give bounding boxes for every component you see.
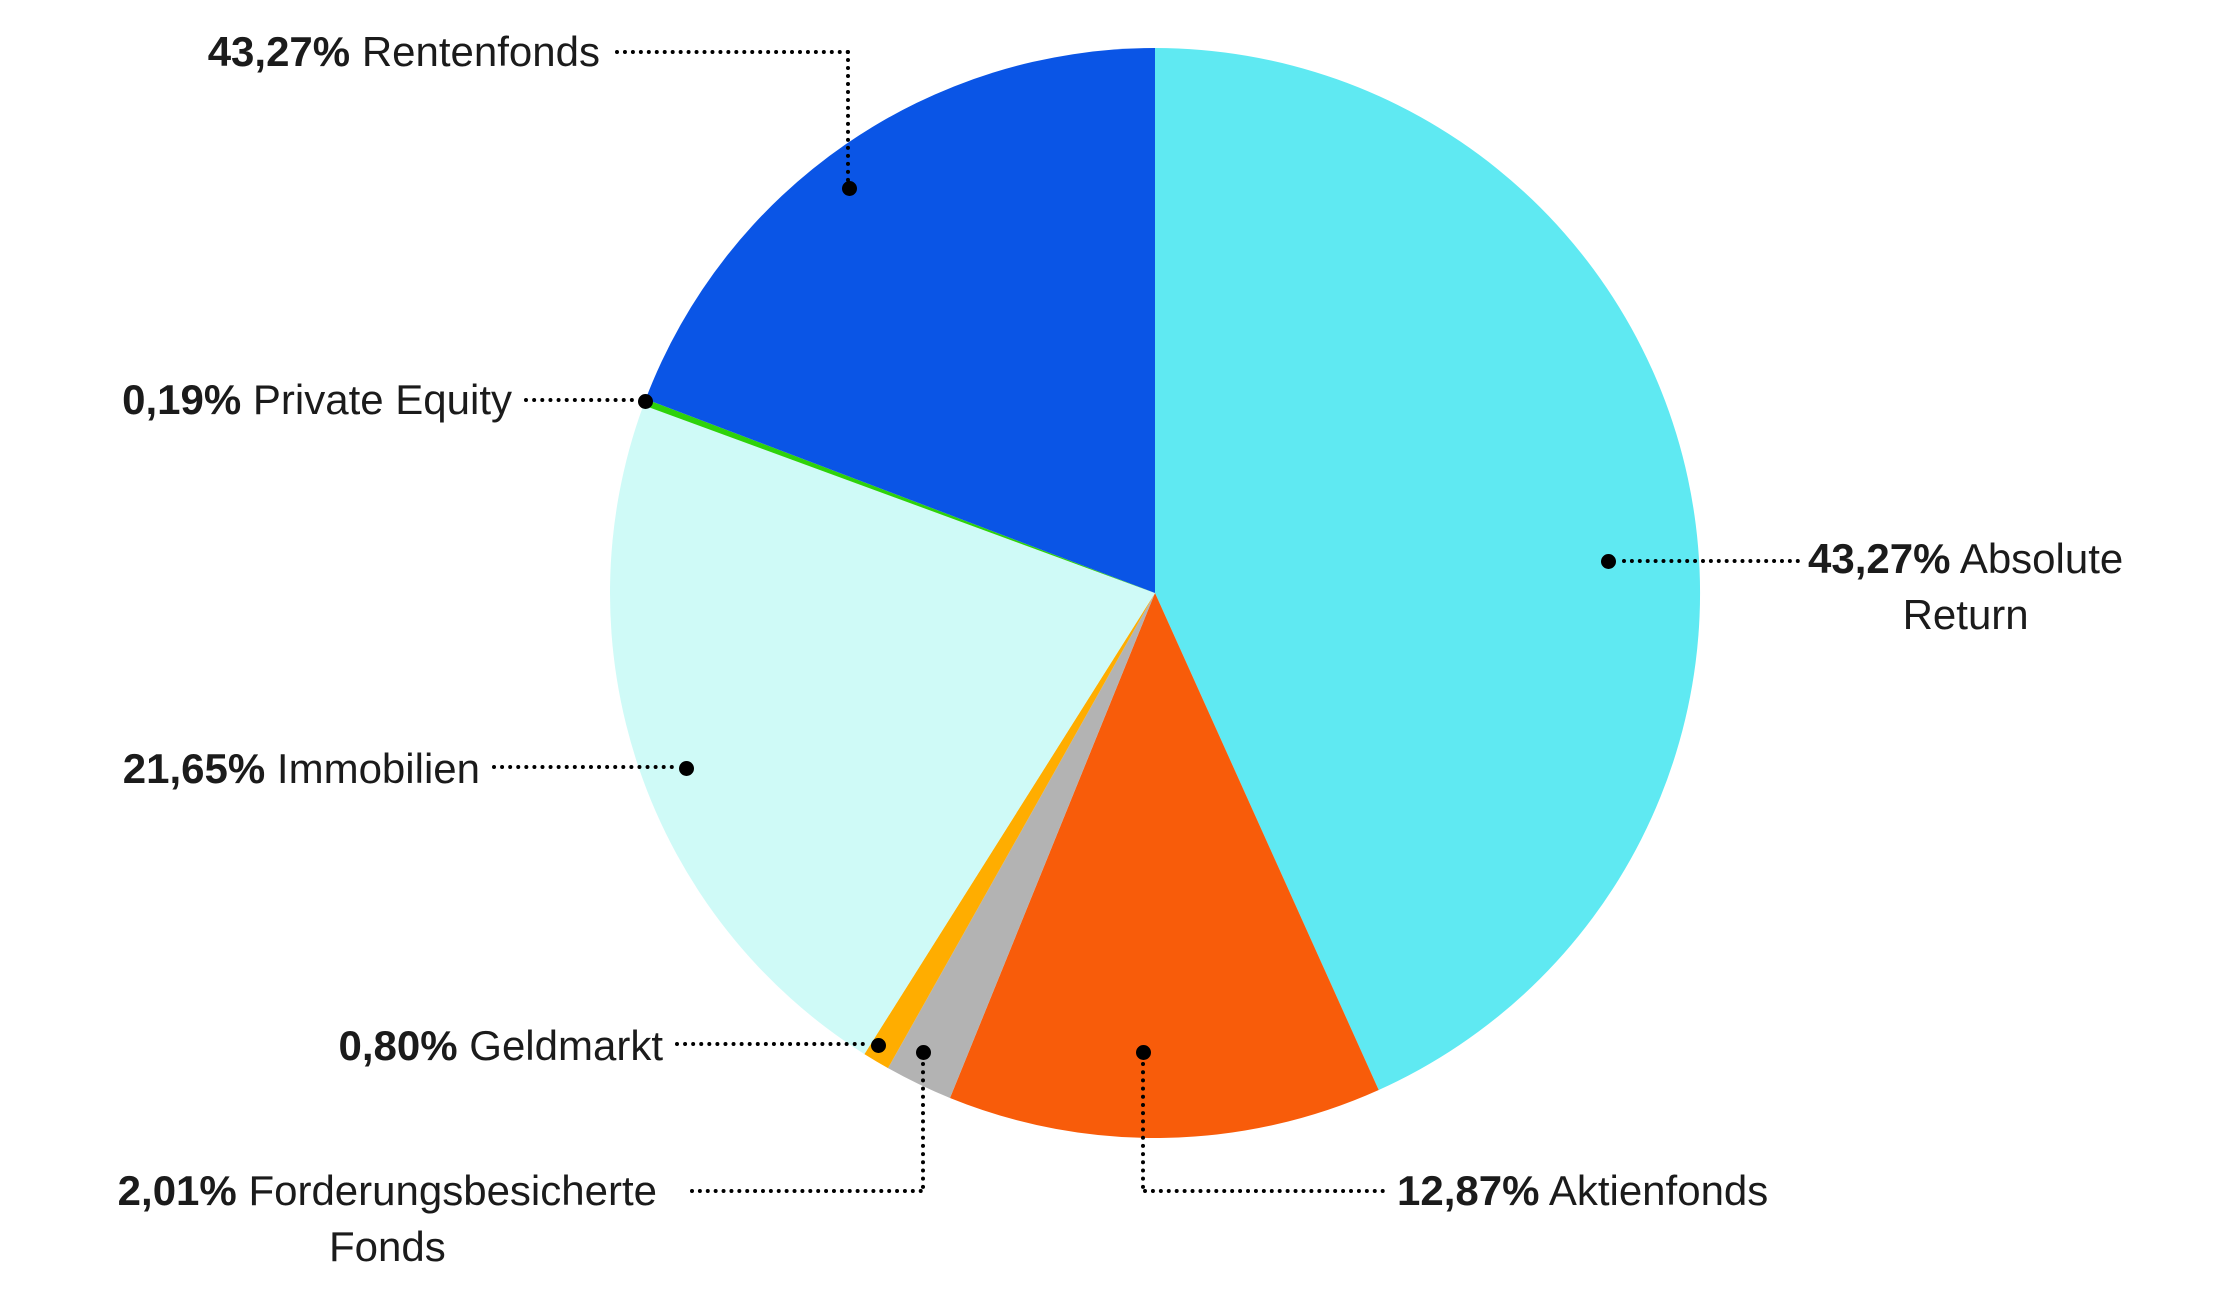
leader-line-geldmarkt: [675, 1042, 865, 1046]
callout-dot-absolute-return: [1601, 554, 1616, 569]
callout-dot-aktienfonds: [1136, 1045, 1151, 1060]
pie-slice-geldmarkt: [864, 593, 1155, 1069]
label-aktienfonds-name: Aktienfonds: [1548, 1167, 1769, 1214]
label-aktienfonds: 12,87% Aktienfonds: [1397, 1165, 1768, 1217]
label-immobilien-name: Immobilien: [276, 745, 480, 792]
label-rentenfonds: 43,27% Rentenfonds: [208, 26, 600, 78]
pie-slice-immobilien: [610, 405, 1155, 1055]
pie-slice-rentenfonds: [645, 48, 1155, 593]
pie-slice-absolute-return: [1155, 47, 1701, 1090]
pie-slice-aktienfonds: [950, 593, 1379, 1139]
leader-line-absolute-return: [1622, 559, 1800, 563]
label-geldmarkt: 0,80% Geldmarkt: [339, 1020, 663, 1072]
leader-line-aktienfonds-h: [1143, 1189, 1385, 1193]
label-forderungsbesicherte-value: 2,01%: [117, 1167, 237, 1214]
label-rentenfonds-name: Rentenfonds: [361, 28, 600, 75]
label-absolute-return: 43,27% Absolute Return: [1808, 531, 2123, 643]
label-geldmarkt-value: 0,80%: [338, 1022, 458, 1069]
label-absolute-return-name: Absolute: [1959, 535, 2124, 582]
label-rentenfonds-value: 43,27%: [207, 28, 351, 75]
label-private-equity-value: 0,19%: [122, 376, 242, 423]
callout-dot-geldmarkt: [871, 1038, 886, 1053]
label-forderungsbesicherte-fonds: 2,01% Forderungsbesicherte Fonds: [118, 1163, 657, 1275]
label-absolute-return-name-2: Return: [1902, 591, 2029, 638]
leader-line-rentenfonds-v: [846, 50, 850, 182]
leader-line-forderungsbesicherte-v: [921, 1062, 925, 1189]
leader-line-forderungsbesicherte-h: [690, 1189, 923, 1193]
callout-dot-forderungsbesicherte: [916, 1045, 931, 1060]
leader-line-rentenfonds-h: [615, 50, 850, 54]
callout-dot-rentenfonds: [842, 181, 857, 196]
label-geldmarkt-name: Geldmarkt: [469, 1022, 663, 1069]
label-absolute-return-value: 43,27%: [1808, 535, 1951, 582]
leader-line-private-equity: [524, 398, 634, 402]
label-private-equity-name: Private Equity: [252, 376, 512, 423]
callout-dot-immobilien: [679, 761, 694, 776]
label-aktienfonds-value: 12,87%: [1397, 1167, 1540, 1214]
label-immobilien: 21,65% Immobilien: [123, 743, 480, 795]
callout-dot-private-equity: [638, 394, 653, 409]
label-forderungsbesicherte-name-2: Fonds: [328, 1223, 446, 1270]
pie-slice-forderungsbesicherte-fonds: [888, 593, 1155, 1098]
label-forderungsbesicherte-name: Forderungsbesicherte: [248, 1167, 657, 1214]
pie-slice-private-equity: [643, 399, 1155, 593]
leader-line-aktienfonds-v: [1141, 1062, 1145, 1189]
label-immobilien-value: 21,65%: [122, 745, 266, 792]
label-private-equity: 0,19% Private Equity: [122, 374, 512, 426]
leader-line-immobilien: [492, 765, 674, 769]
